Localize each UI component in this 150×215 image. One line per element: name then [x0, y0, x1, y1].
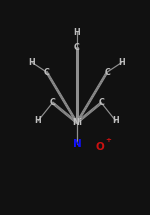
Text: H: H [29, 58, 36, 67]
Text: O: O [95, 142, 104, 152]
Text: H: H [112, 117, 119, 126]
Text: C: C [98, 98, 104, 107]
Text: N: N [72, 139, 81, 149]
Text: H: H [118, 58, 125, 67]
Text: C: C [50, 98, 55, 107]
Text: H: H [34, 117, 41, 126]
Text: C: C [74, 43, 80, 52]
Text: +: + [105, 137, 111, 143]
Text: H: H [74, 28, 80, 37]
Text: C: C [104, 68, 110, 77]
Text: C: C [44, 68, 50, 77]
Text: Ni: Ni [72, 118, 82, 127]
